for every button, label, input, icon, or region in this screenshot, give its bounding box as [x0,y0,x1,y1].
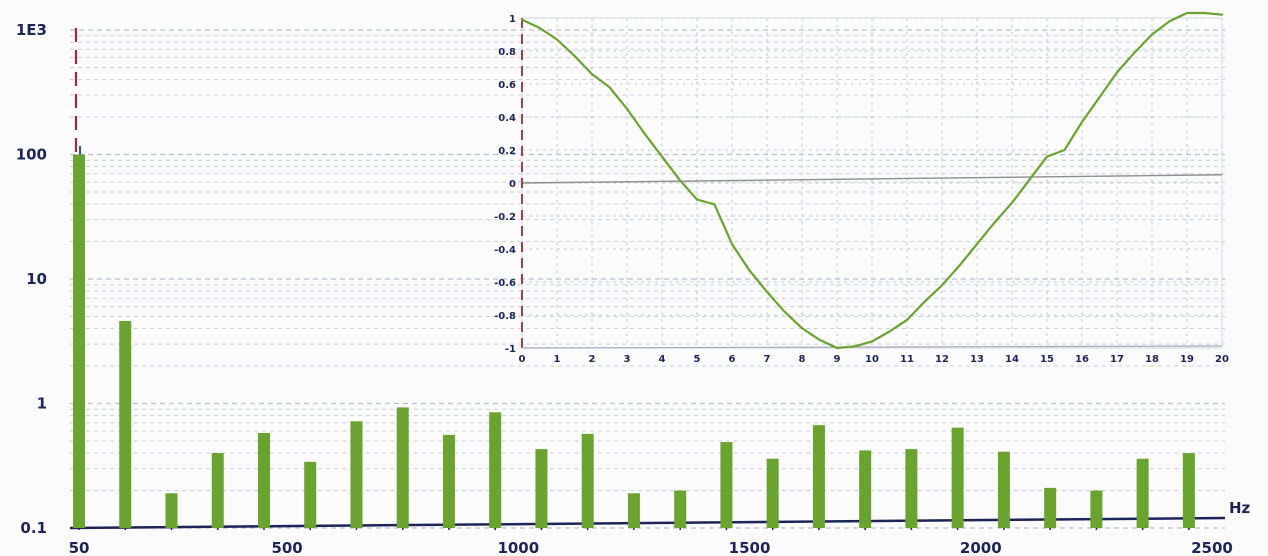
main-y-tick-label: 1 [37,395,47,413]
main-x-tick-label: 2000 [960,539,1002,556]
inset-x-tick-label: 17 [1110,354,1124,365]
inset-y-tick-label: 1 [509,14,516,25]
inset-x-tick-label: 3 [624,354,631,365]
spectrum-bar [627,493,640,528]
inset-x-tick-label: 20 [1215,354,1229,365]
inset-x-tick-label: 10 [865,354,879,365]
inset-y-tick-label: -1 [505,344,516,355]
spectrum-bar [165,493,178,528]
spectrum-bar [1182,453,1195,528]
inset-y-tick-label: -0.6 [494,278,516,289]
inset-x-tick-label: 8 [799,354,806,365]
inset-x-tick-label: 13 [970,354,984,365]
inset-x-tick-label: 6 [729,354,736,365]
spectrum-bar [1090,490,1103,528]
inset-y-tick-label: 0 [509,179,516,190]
inset-x-tick-label: 12 [935,354,949,365]
inset-x-tick-label: 4 [659,354,666,365]
frequency-unit-label: Hz [1229,499,1251,517]
inset-x-tick-label: 1 [554,354,561,365]
inset-y-tick-label: 0.2 [498,146,516,157]
spectrum-bar [859,450,872,528]
inset-y-tick-label: -0.4 [494,245,516,256]
spectrum-bar [535,449,548,528]
inset-y-tick-label: 0.8 [498,47,516,58]
spectrum-bar [1136,458,1149,528]
main-x-tick-label: 1500 [729,539,771,556]
main-y-tick-label: 10 [26,270,47,288]
main-y-tick-label: 100 [16,146,47,164]
inset-y-tick-label: 0.4 [498,113,516,124]
spectrum-bar [489,412,502,528]
main-y-tick-label: 1E3 [16,21,47,39]
spectrum-bar [73,154,85,528]
inset-x-tick-label: 19 [1180,354,1194,365]
spectrum-bar [812,425,825,528]
spectrum-bar [997,451,1010,528]
inset-y-tick-label: -0.2 [494,212,516,223]
inset-x-tick-label: 5 [694,354,701,365]
spectrum-bar [581,433,594,528]
inset-y-tick-label: 0.6 [498,80,516,91]
inset-grid [521,17,1223,349]
spectrum-bar [766,458,779,528]
inset-zero-line [521,174,1223,184]
spectrum-bar [350,421,363,528]
spectrum-bar [951,427,964,528]
spectrum-bar [304,461,317,528]
inset-x-tick-label: 7 [764,354,771,365]
main-grid [70,29,1225,529]
main-x-tick-label: 50 [69,539,90,556]
inset-x-tick-label: 2 [589,354,596,365]
inset-waveform-line [520,11,1224,350]
spectrum-bar [257,432,270,528]
main-x-tick-label: 500 [271,539,302,556]
inset-x-tick-label: 18 [1145,354,1159,365]
spectrum-bar [442,434,455,528]
inset-x-tick-label: 16 [1075,354,1089,365]
spectrum-bar [674,490,687,528]
inset-x-tick-label: 0 [519,354,526,365]
inset-x-tick-label: 14 [1005,354,1019,365]
main-x-tick-label: 1000 [497,539,539,556]
main-x-tick-label: 2500 [1191,539,1233,556]
inset-axes [521,18,1223,349]
inset-x-tick-label: 15 [1040,354,1054,365]
spectrum-bar [905,449,918,528]
inset-line [520,11,1224,350]
main-bars [73,154,1195,528]
inset-x-tick-label: 11 [900,354,914,365]
inset-y-tick-label: -0.8 [494,311,516,322]
inset-x-axis [521,345,1223,349]
spectrum-bar [211,453,224,528]
inset-x-tick-label: 9 [834,354,841,365]
spectrum-bar [396,407,409,528]
spectrum-bar [1044,487,1057,528]
spectrum-bar [119,320,132,528]
main-y-tick-label: 0.1 [20,519,47,537]
inset-labels: 0 1 2 3 4 5 6 7 8 9 10 11 12 13 14 15 16 17 18 19 2010.80.60… [494,14,1229,365]
spectrum-bar [720,442,733,528]
